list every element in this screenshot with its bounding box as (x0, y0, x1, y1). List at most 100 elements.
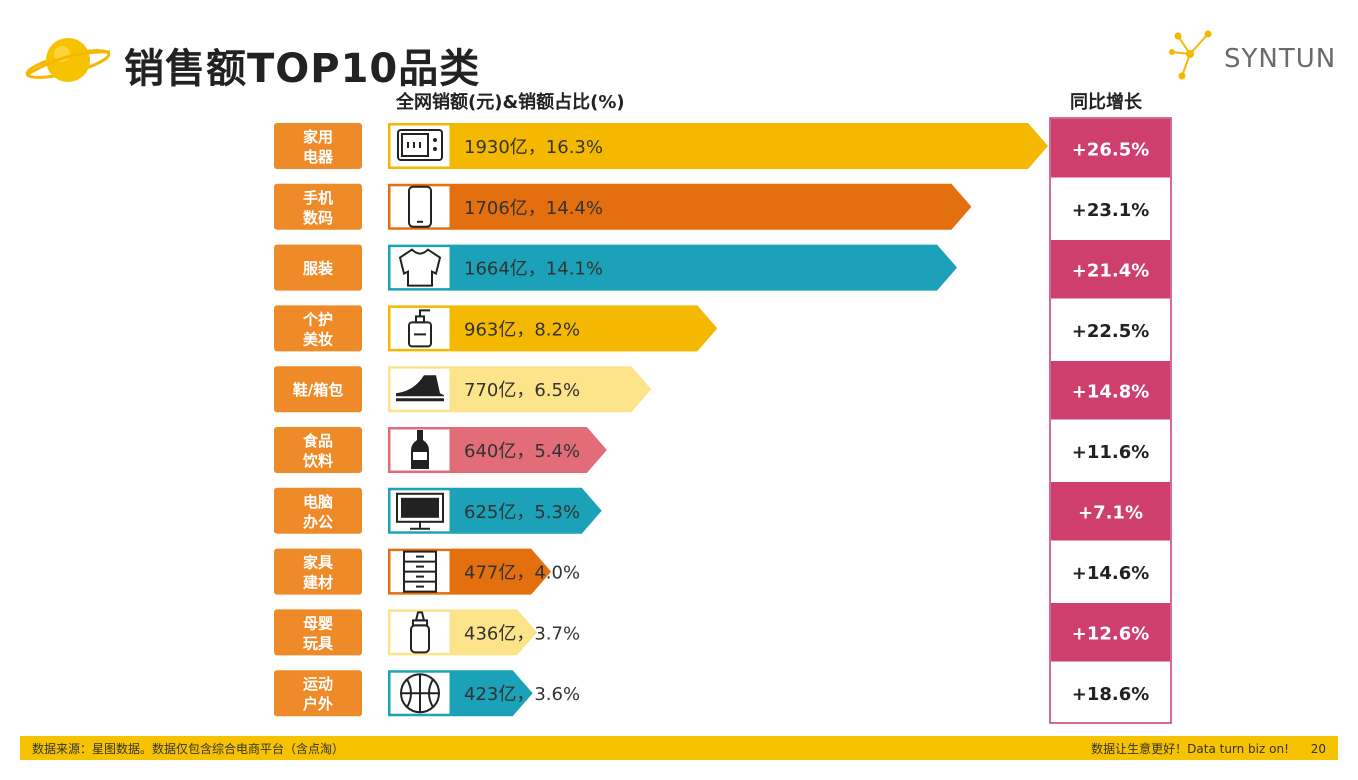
category-label-text: 户外 (303, 695, 333, 713)
category-label-box (274, 366, 362, 413)
growth-cell: +14.6% (1051, 542, 1170, 601)
bottle-icon (411, 430, 429, 469)
category-label-text: 电器 (303, 148, 334, 166)
growth-value: +22.5% (1072, 321, 1150, 342)
category-label-text: 饮料 (302, 452, 333, 470)
growth-cell-bg (1051, 482, 1170, 541)
growth-cell: +22.5% (1051, 300, 1170, 359)
category-label-box (274, 244, 362, 291)
category-label-text: 鞋/箱包 (293, 381, 343, 399)
growth-cell: +11.6% (1051, 421, 1170, 480)
category-label-text: 建材 (303, 574, 333, 592)
value-label: 1930亿，16.3% (464, 137, 603, 158)
value-label: 423亿，3.6% (464, 684, 580, 705)
sales-bar-group: 770亿，6.5% (388, 366, 652, 413)
category-label: 服装 (274, 244, 362, 291)
value-label: 770亿，6.5% (464, 380, 580, 401)
growth-cell: +21.4% (1051, 240, 1170, 299)
monitor-icon (396, 492, 444, 530)
category-label-text: 办公 (303, 513, 333, 531)
category-label-box (274, 548, 362, 595)
slogan-text: 数据让生意更好！Data turn biz on! (1091, 742, 1289, 756)
category-label-text: 电脑 (303, 493, 333, 511)
category-label-text: 家用 (303, 128, 333, 146)
footer-bar: 数据来源：星图数据。数据仅包含综合电商平台（含点淘） 数据让生意更好！Data … (20, 736, 1338, 760)
growth-value: +23.1% (1072, 200, 1150, 221)
category-label-text: 运动 (303, 675, 333, 693)
growth-cell: +26.5% (1051, 119, 1170, 178)
network-logo-icon (1169, 30, 1212, 80)
planet-logo-icon (25, 38, 111, 82)
growth-cell: +18.6% (1051, 663, 1170, 722)
sales-bar (388, 305, 718, 352)
baby-bottle-icon (410, 611, 430, 654)
sales-bar-group: 477亿，4.0% (388, 548, 580, 595)
sales-bar-group: 963亿，8.2% (388, 305, 718, 352)
growth-cell-bg (1051, 663, 1170, 722)
value-label: 625亿，5.3% (464, 502, 580, 523)
syntun-logo: SYNTUN (1168, 28, 1338, 88)
value-label: 436亿，3.7% (464, 623, 580, 644)
category-label-text: 个护 (302, 310, 333, 328)
page-title: 销售额TOP10品类 (124, 46, 481, 92)
sales-bar-group: 1664亿，14.1% (388, 244, 958, 291)
growth-cell-bg (1051, 542, 1170, 601)
growth-value: +18.6% (1072, 684, 1150, 705)
category-label-text: 手机 (303, 189, 333, 207)
growth-cell: +23.1% (1051, 179, 1170, 238)
sales-bar (388, 183, 972, 230)
growth-cell-bg (1051, 179, 1170, 238)
growth-value: +21.4% (1072, 260, 1150, 281)
category-label-box (274, 183, 362, 230)
growth-value: +12.6% (1072, 623, 1150, 644)
category-label-text: 服装 (303, 260, 334, 278)
shirt-icon (398, 248, 442, 287)
drawer-icon (403, 550, 437, 593)
category-icon-box (389, 610, 451, 654)
sales-bar-group: 436亿，3.7% (388, 609, 580, 656)
page-number: 20 (1310, 742, 1326, 756)
category-label-box (274, 427, 362, 473)
growth-value: +26.5% (1072, 139, 1150, 160)
growth-value: +7.1% (1078, 502, 1143, 523)
growth-cell-bg (1051, 240, 1170, 299)
sales-bar (388, 366, 652, 413)
category-label: 鞋/箱包 (274, 366, 362, 413)
growth-column-header: 同比增长 (1070, 92, 1142, 113)
growth-cell-bg (1051, 300, 1170, 359)
sales-bar-group: 1930亿，16.3% (388, 123, 1048, 169)
value-label: 477亿，4.0% (464, 563, 580, 584)
value-label: 1664亿，14.1% (464, 259, 603, 280)
basketball-icon (400, 673, 440, 714)
growth-cell: +12.6% (1051, 603, 1170, 662)
phone-icon (408, 185, 432, 228)
growth-cell-bg (1051, 421, 1170, 480)
footer-slogan: 数据让生意更好！Data turn biz on! 20 (1091, 740, 1326, 757)
sales-bar (388, 123, 1048, 169)
sales-bar-group: 625亿，5.3% (388, 487, 602, 534)
category-label-box (274, 123, 362, 169)
microwave-icon (397, 129, 443, 161)
category-label-text: 玩具 (303, 634, 333, 652)
category-label-box (274, 487, 362, 534)
category-label-box (274, 670, 362, 717)
value-label: 640亿，5.4% (464, 441, 580, 462)
value-column-header: 全网销额(元)&销额占比(%) (396, 92, 625, 113)
sales-bar-group: 640亿，5.4% (388, 427, 607, 473)
sneaker-icon (396, 375, 444, 402)
growth-value: +14.8% (1072, 381, 1150, 402)
growth-cell-bg (1051, 119, 1170, 178)
growth-value: +14.6% (1072, 563, 1150, 584)
category-label-text: 美妆 (303, 330, 333, 348)
logo-text: SYNTUN (1224, 44, 1337, 74)
category-label-text: 家具 (303, 554, 333, 572)
